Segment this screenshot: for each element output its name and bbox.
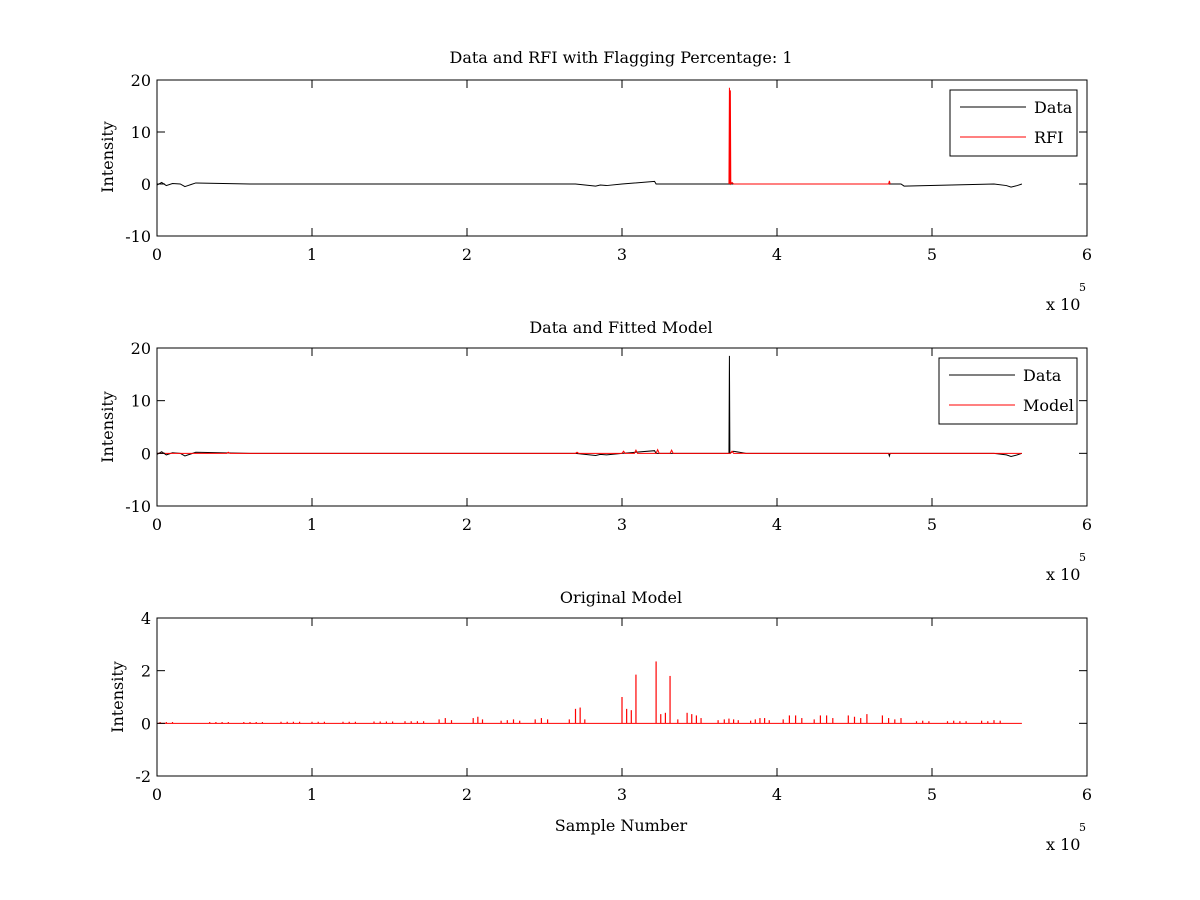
panel-1-xtick-label-2: 2 (462, 245, 472, 264)
panel-2-xtick-label-6: 6 (1082, 515, 1092, 534)
panel-2-ytick-label-0: -10 (125, 497, 151, 516)
panel-3-xtick-label-6: 6 (1082, 785, 1092, 804)
panel-2-x-multiplier: x 10 (1046, 565, 1080, 584)
panel-3-title: Original Model (560, 588, 682, 607)
panel-3-xtick-label-1: 1 (307, 785, 317, 804)
panel-1-legend-label-rfi: RFI (1034, 128, 1063, 147)
panel-3-xtick-label-2: 2 (462, 785, 472, 804)
panel-2-ylabel: Intensity (98, 391, 117, 463)
panel-2-xtick-label-4: 4 (772, 515, 782, 534)
panel-3-ytick-label-2: 2 (141, 662, 151, 681)
panel-1-xtick-label-6: 6 (1082, 245, 1092, 264)
panel-1-legend: Data RFI (949, 89, 1078, 157)
panel-2-ytick-label-1: 0 (141, 444, 151, 463)
panel-2-legend-label-model: Model (1023, 396, 1074, 415)
panel-1-ytick-label-2: 10 (131, 123, 151, 142)
panel-2-ytick-label-2: 10 (131, 392, 151, 411)
panel-3-xtick-label-3: 3 (617, 785, 627, 804)
panel-3-xtick-label-5: 5 (927, 785, 937, 804)
panel-3-x-multiplier-exponent: 5 (1079, 821, 1086, 834)
panel-data-and-rfi: Data and RFI with Flagging Percentage: 1… (98, 48, 1092, 314)
panel-2-xtick-label-2: 2 (462, 515, 472, 534)
panel-3-xtick-label-4: 4 (772, 785, 782, 804)
panel-1-ylabel: Intensity (98, 121, 117, 193)
panel-3-series-group (157, 661, 1022, 724)
panel-3-x-multiplier: x 10 (1046, 835, 1080, 854)
panel-2-x-multiplier-exponent: 5 (1079, 551, 1086, 564)
panel-1-ytick-label-1: 0 (141, 175, 151, 194)
panel-1-title: Data and RFI with Flagging Percentage: 1 (449, 48, 792, 67)
panel-3-ytick-label-0: -2 (135, 767, 151, 786)
panel-3-xlabel: Sample Number (555, 816, 688, 835)
panel-2-legend: Data Model (938, 357, 1078, 425)
panel-1-series-group (157, 87, 1023, 188)
panel-1-x-multiplier-exponent: 5 (1079, 281, 1086, 294)
panel-3-ylabel: Intensity (108, 661, 127, 733)
panel-1-axes-box (156, 79, 1088, 237)
panel-2-legend-label-data: Data (1023, 366, 1062, 385)
panel-2-series-data (157, 355, 1023, 458)
panel-1-xtick-label-1: 1 (307, 245, 317, 264)
panel-1-ytick-label-3: 20 (131, 71, 151, 90)
panel-2-series-group (157, 355, 1023, 458)
panel-1-xtick-label-4: 4 (772, 245, 782, 264)
panel-1-xtick-label-3: 3 (617, 245, 627, 264)
panel-1-series-data (157, 180, 1023, 188)
panel-2-ytick-label-3: 20 (131, 339, 151, 358)
panel-1-xtick-label-5: 5 (927, 245, 937, 264)
panel-3-xtick-label-0: 0 (152, 785, 162, 804)
panel-1-series-rfi (728, 87, 891, 186)
panel-2-xtick-label-3: 3 (617, 515, 627, 534)
panel-2-legend-box (938, 357, 1078, 425)
panel-2-series-model (157, 448, 1022, 454)
panel-1-legend-box (949, 89, 1078, 157)
panel-1-x-multiplier: x 10 (1046, 295, 1080, 314)
panel-1-ytick-label-0: -10 (125, 227, 151, 246)
panel-data-and-fitted-model: Data and Fitted Model 0 1 2 3 4 5 6-1001020Dat… (98, 318, 1092, 584)
panel-1-legend-label-data: Data (1034, 98, 1073, 117)
panel-3-ytick-label-3: 4 (141, 609, 151, 628)
panel-3-ytick-label-1: 0 (141, 714, 151, 733)
panel-2-xtick-label-0: 0 (152, 515, 162, 534)
panel-1-xtick-label-0: 0 (152, 245, 162, 264)
panel-2-xtick-label-5: 5 (927, 515, 937, 534)
panel-2-title: Data and Fitted Model (529, 318, 712, 337)
panel-2-xtick-label-1: 1 (307, 515, 317, 534)
